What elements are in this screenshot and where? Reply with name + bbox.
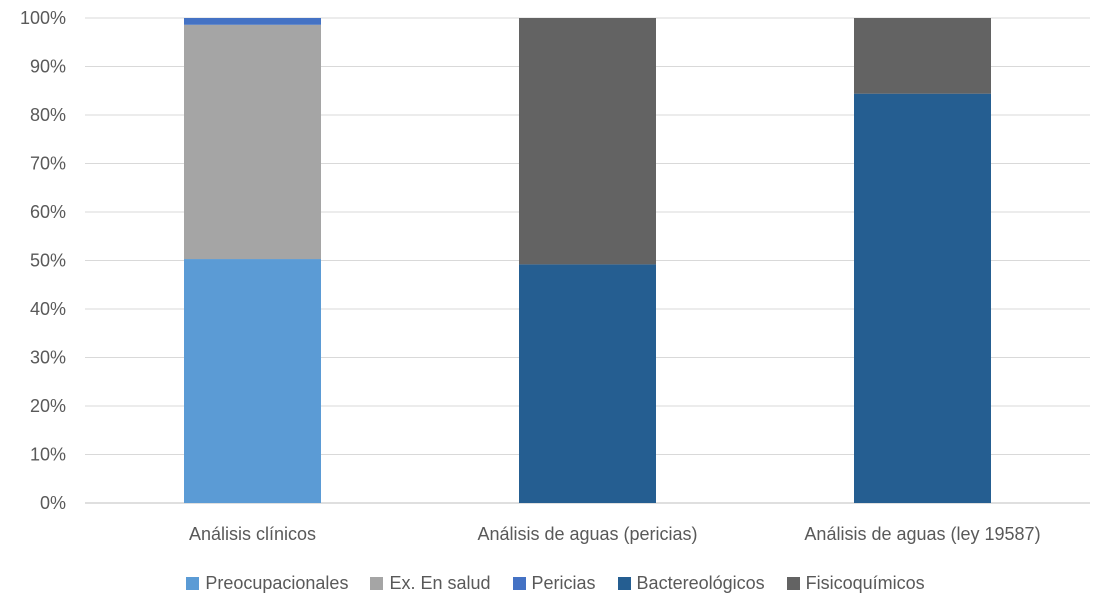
y-axis-tick-labels: 0% 10% 20% 30% 40% 50% 60% 70% 80% 90% 100% (20, 8, 66, 513)
legend-swatch (370, 576, 384, 590)
legend-label: Fisicoquímicos (805, 572, 925, 593)
y-tick-label: 40% (30, 299, 66, 319)
bar-segment (854, 18, 991, 94)
legend-swatch (186, 576, 200, 590)
bar-segment (519, 264, 656, 503)
legend-label: Preocupacionales (205, 572, 349, 593)
y-tick-label: 20% (30, 396, 66, 416)
legend: Preocupacionales Ex. En salud Pericias Bact… (0, 568, 1111, 598)
legend-item: Bactereológicos (617, 572, 765, 594)
legend-swatch (617, 576, 631, 590)
bar-segment (184, 18, 321, 25)
legend-item: Ex. En salud (370, 572, 491, 594)
y-tick-label: 10% (30, 445, 66, 465)
stacked-bar-chart: 0% 10% 20% 30% 40% 50% 60% 70% 80% 90% 100% Anális… (20, 8, 1090, 544)
legend-item: Pericias (512, 572, 596, 594)
x-category-label: Análisis de aguas (pericias) (477, 524, 697, 544)
legend-label: Pericias (531, 572, 596, 593)
bar-segment (184, 24, 321, 260)
legend-item: Fisicoquímicos (786, 572, 925, 594)
x-category-label: Análisis de aguas (ley 19587) (804, 524, 1040, 544)
y-tick-label: 60% (30, 202, 66, 222)
legend-label: Ex. En salud (389, 572, 491, 593)
y-tick-label: 0% (40, 493, 66, 513)
y-tick-label: 50% (30, 251, 66, 271)
y-tick-label: 90% (30, 57, 66, 77)
bar-segment (184, 259, 321, 503)
x-category-label: Análisis clínicos (189, 524, 316, 544)
y-tick-label: 100% (20, 8, 66, 28)
bar-segment (854, 93, 991, 503)
x-axis-category-labels: Análisis clínicos Análisis de aguas (peri… (189, 524, 1041, 544)
legend-label: Bactereológicos (636, 572, 765, 593)
bars (184, 18, 991, 503)
legend-swatch (786, 576, 800, 590)
bar-segment (519, 18, 656, 265)
legend-swatch (512, 576, 526, 590)
y-tick-label: 80% (30, 105, 66, 125)
legend-item: Preocupacionales (186, 573, 348, 594)
y-tick-label: 70% (30, 154, 66, 174)
y-tick-label: 30% (30, 348, 66, 368)
